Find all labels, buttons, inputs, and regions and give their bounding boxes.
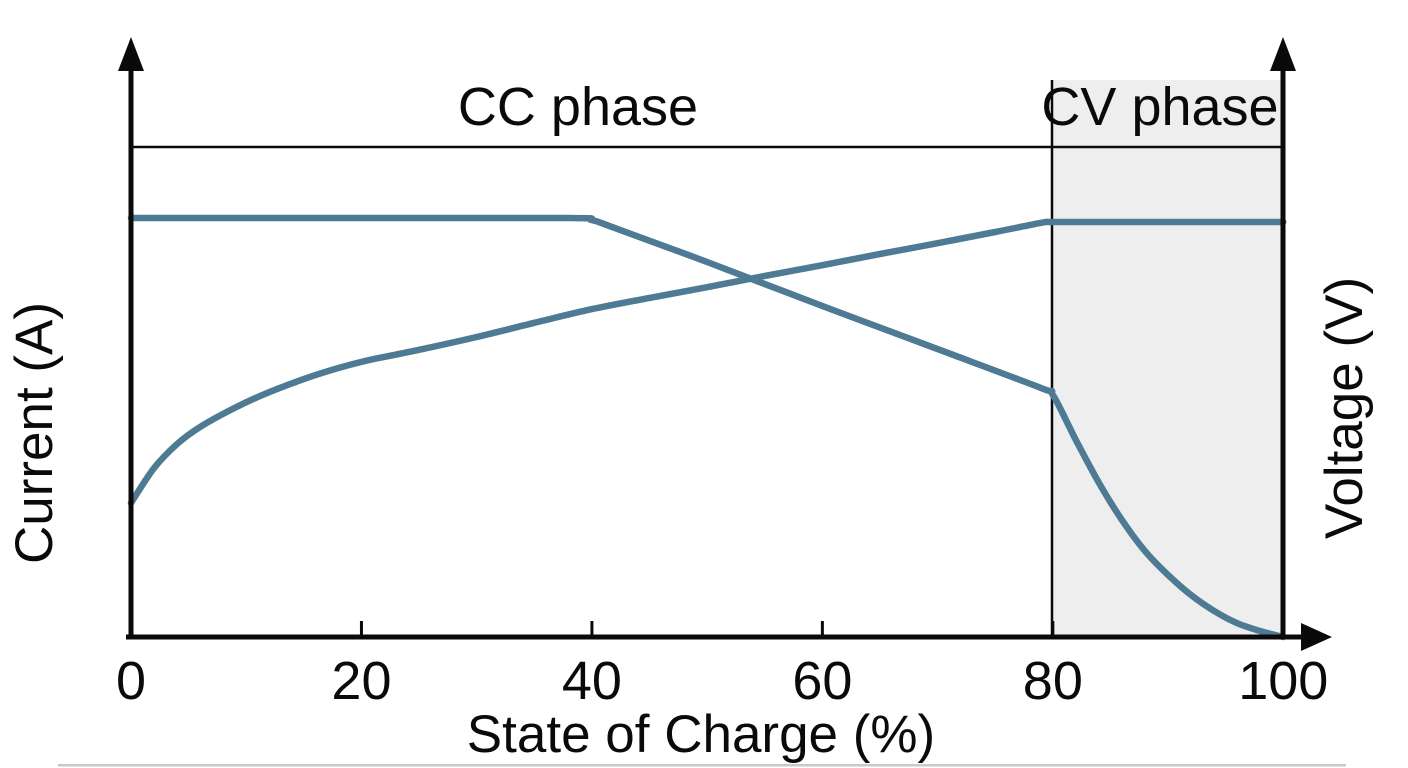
cv-phase-region [1052, 80, 1283, 637]
x-tick-label: 100 [1238, 651, 1328, 711]
x-tick-label: 80 [1023, 651, 1083, 711]
voltage-curve [127, 218, 1287, 507]
x-tick-label: 20 [331, 651, 391, 711]
x-tick-label: 40 [562, 651, 622, 711]
cc-phase-label: CC phase [458, 77, 698, 137]
x-axis-tick-marks [129, 621, 1285, 637]
x-tick-label: 0 [116, 651, 146, 711]
current-curve [127, 214, 1287, 641]
cv-phase-label: CV phase [1041, 77, 1278, 137]
x-tick-label: 60 [792, 651, 852, 711]
x-axis-arrow-icon [1301, 623, 1332, 651]
left-y-axis-arrow-icon [118, 37, 144, 71]
right-y-axis-arrow-icon [1270, 37, 1296, 71]
left-y-axis-title: Current (A) [5, 302, 64, 564]
x-axis-tick-labels: 0 20 40 60 80 100 [116, 651, 1328, 711]
x-axis-title: State of Charge (%) [467, 705, 935, 764]
bottom-edge-divider [58, 764, 1346, 767]
right-y-axis-title: Voltage (V) [1315, 277, 1374, 539]
